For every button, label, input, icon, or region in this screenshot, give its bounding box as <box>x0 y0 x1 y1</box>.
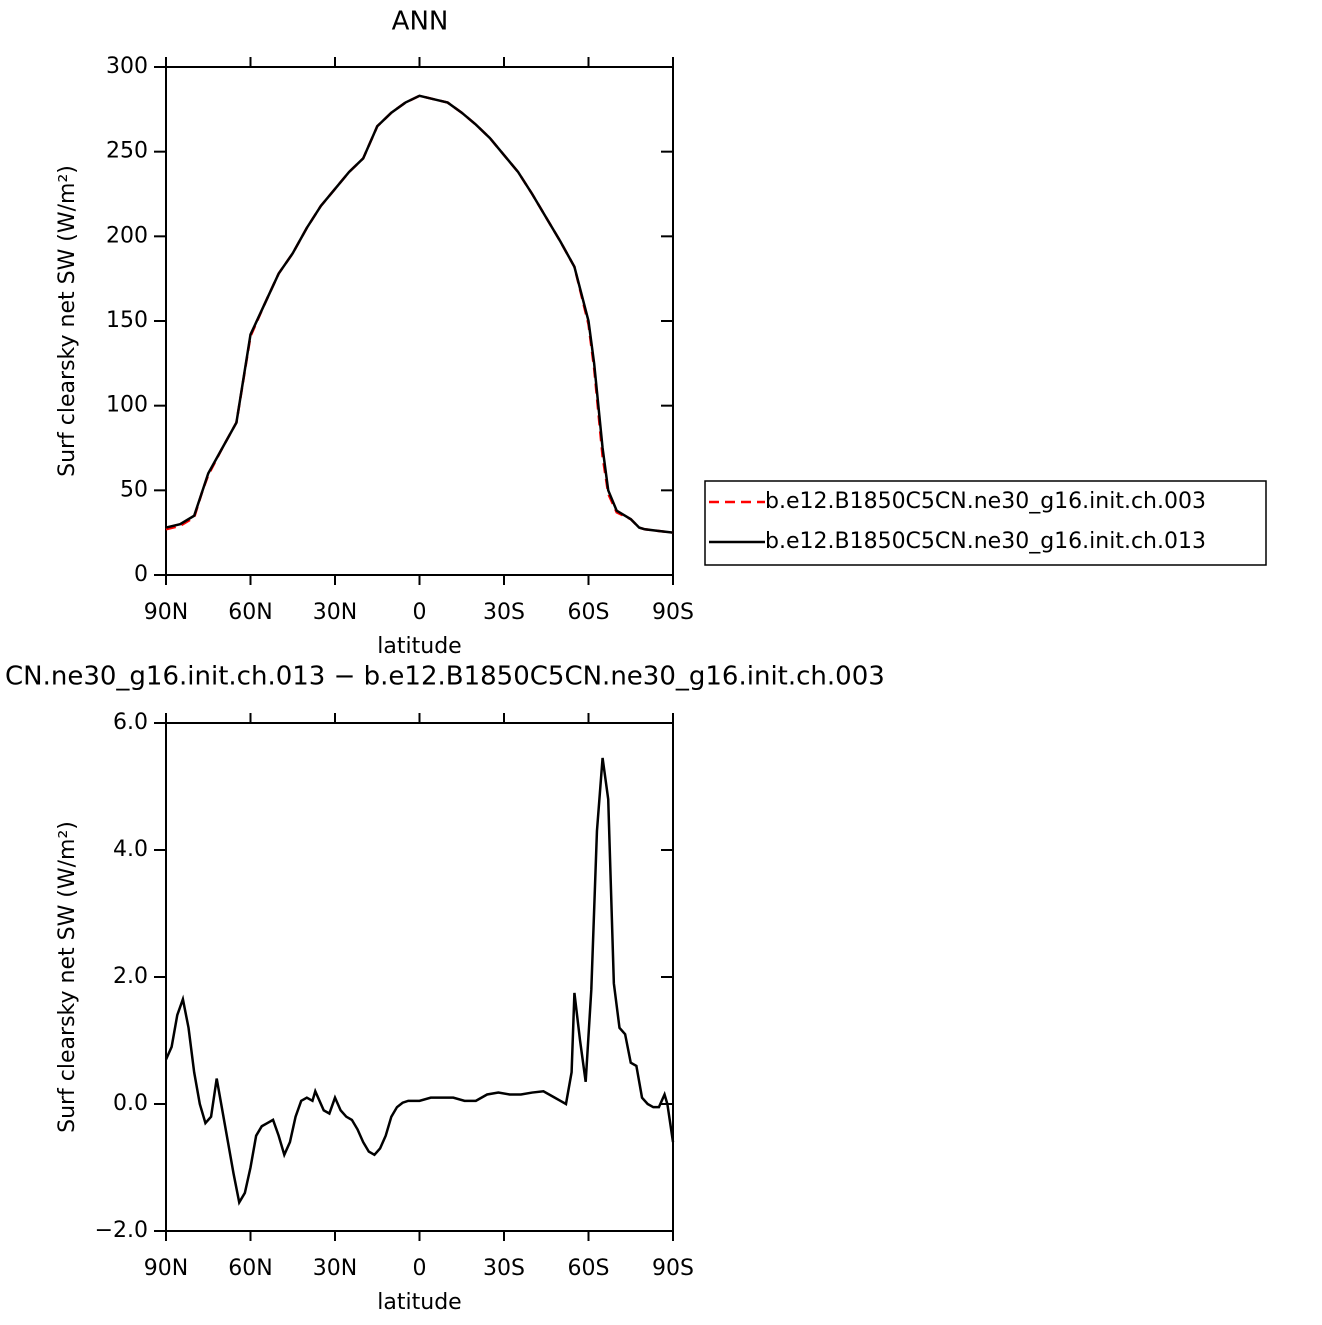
y-tick-label: 0.0 <box>113 1091 148 1116</box>
y-axis-label: Surf clearsky net SW (W/m²) <box>55 165 80 477</box>
x-axis-label: latitude <box>377 634 461 659</box>
x-tick-label: 90S <box>652 1256 694 1281</box>
data-line <box>165 94 674 534</box>
legend-label: b.e12.B1850C5CN.ne30_g16.init.ch.013 <box>765 529 1206 554</box>
y-axis-label: Surf clearsky net SW (W/m²) <box>55 821 80 1133</box>
chart-title: CN.ne30_g16.init.ch.013 − b.e12.B1850C5C… <box>5 662 885 692</box>
x-tick-label: 30S <box>483 1256 525 1281</box>
y-tick-label: 4.0 <box>113 837 148 862</box>
y-tick-label: 2.0 <box>113 964 148 989</box>
x-tick-label: 60N <box>228 600 272 625</box>
y-tick-label: 6.0 <box>113 710 148 735</box>
x-tick-label: 90N <box>144 600 188 625</box>
y-tick-label: 50 <box>120 477 148 502</box>
x-tick-label: 30S <box>483 600 525 625</box>
x-axis-label: latitude <box>377 1290 461 1315</box>
plot-frame <box>165 722 674 1232</box>
y-tick-label: 200 <box>106 223 148 248</box>
x-tick-label: 60S <box>568 600 610 625</box>
y-tick-label: 250 <box>106 139 148 164</box>
x-tick-label: 0 <box>413 1256 427 1281</box>
chart-title: ANN <box>392 7 449 37</box>
y-tick-label: 100 <box>106 393 148 418</box>
legend-box <box>704 480 1267 566</box>
x-tick-label: 30N <box>313 1256 357 1281</box>
data-line <box>164 757 675 1206</box>
x-tick-label: 30N <box>313 600 357 625</box>
data-line <box>165 94 674 534</box>
legend-label: b.e12.B1850C5CN.ne30_g16.init.ch.003 <box>765 489 1206 514</box>
x-tick-label: 90S <box>652 600 694 625</box>
y-tick-label: 150 <box>106 308 148 333</box>
x-tick-label: 60S <box>568 1256 610 1281</box>
y-tick-label: −2.0 <box>95 1218 148 1243</box>
x-tick-label: 60N <box>228 1256 272 1281</box>
x-tick-label: 90N <box>144 1256 188 1281</box>
y-tick-label: 0 <box>134 562 148 587</box>
y-tick-label: 300 <box>106 54 148 79</box>
plot-frame <box>165 66 674 576</box>
x-tick-label: 0 <box>413 600 427 625</box>
